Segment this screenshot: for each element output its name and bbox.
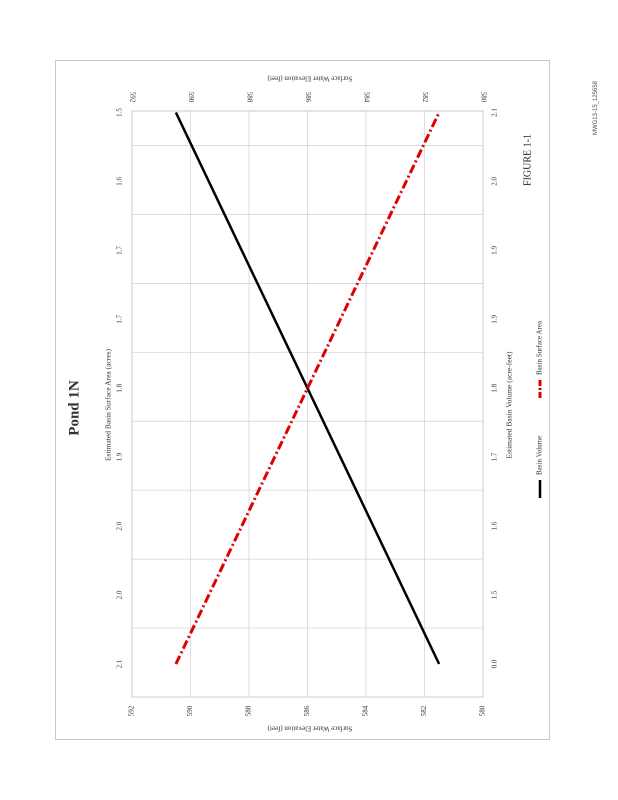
x2-tick-label: 2.0 <box>116 521 124 530</box>
y-tick-label-bottom: 588 <box>245 705 253 716</box>
x2-tick-label: 1.5 <box>116 108 124 117</box>
x2-tick-label: 1.6 <box>116 177 124 186</box>
x-tick-label: 1.8 <box>491 383 499 392</box>
x-tick-label: 2.0 <box>491 177 499 186</box>
x2-tick-label: 1.9 <box>116 452 124 461</box>
x2-tick-label: 2.1 <box>116 659 124 668</box>
y-tick-label-bottom: 580 <box>479 705 487 716</box>
series-line-basin-volume <box>174 111 441 665</box>
y-axis-title-bottom: Surface Water Elevation (feet) <box>267 724 353 732</box>
legend-label-basin-volume: Basin Volume <box>536 436 544 475</box>
x-axis-title: Estimated Basin Volume (acre-feet) <box>505 351 514 458</box>
figure-label: FIGURE 1-1 <box>522 134 534 186</box>
y-tick-label-top: 580 <box>479 92 487 103</box>
x2-tick-label: 1.7 <box>116 245 124 254</box>
x2-tick-label: 2.0 <box>116 590 124 599</box>
x-tick-label: 1.5 <box>491 590 499 599</box>
y-tick-label-top: 586 <box>304 92 312 103</box>
x2-tick-label: 1.8 <box>116 383 124 392</box>
legend-label-basin-surface-area: Basin Surface Area <box>536 320 544 375</box>
y-tick-label-top: 588 <box>245 92 253 103</box>
y-tick-label-bottom: 582 <box>420 705 428 716</box>
x2-tick-label: 1.7 <box>116 314 124 323</box>
figure-frame <box>55 60 550 740</box>
y-tick-label-bottom: 584 <box>362 705 370 716</box>
y-tick-label-top: 582 <box>421 92 429 103</box>
y-tick-label-top: 590 <box>187 92 195 103</box>
y-tick-label-bottom: 586 <box>303 705 311 716</box>
chart-title: Pond 1N <box>66 380 82 436</box>
x-tick-label: 1.9 <box>491 314 499 323</box>
x-tick-label: 1.6 <box>491 521 499 530</box>
y-tick-label-bottom: 590 <box>186 705 194 716</box>
x-tick-label: 1.7 <box>491 452 499 461</box>
x-tick-label: 0.0 <box>491 659 499 668</box>
x2-axis-title: Estimated Basin Surface Area (acres) <box>104 348 113 461</box>
y-tick-label-bottom: 592 <box>128 705 136 716</box>
document-id: MWG13-15_125658 <box>593 80 599 136</box>
y-axis-title-top: Surface Water Elevation (feet) <box>267 74 353 82</box>
x-tick-label: 2.1 <box>491 108 499 117</box>
y-tick-label-top: 592 <box>128 92 136 103</box>
y-tick-label-top: 584 <box>362 92 370 103</box>
x-tick-label: 1.9 <box>491 245 499 254</box>
